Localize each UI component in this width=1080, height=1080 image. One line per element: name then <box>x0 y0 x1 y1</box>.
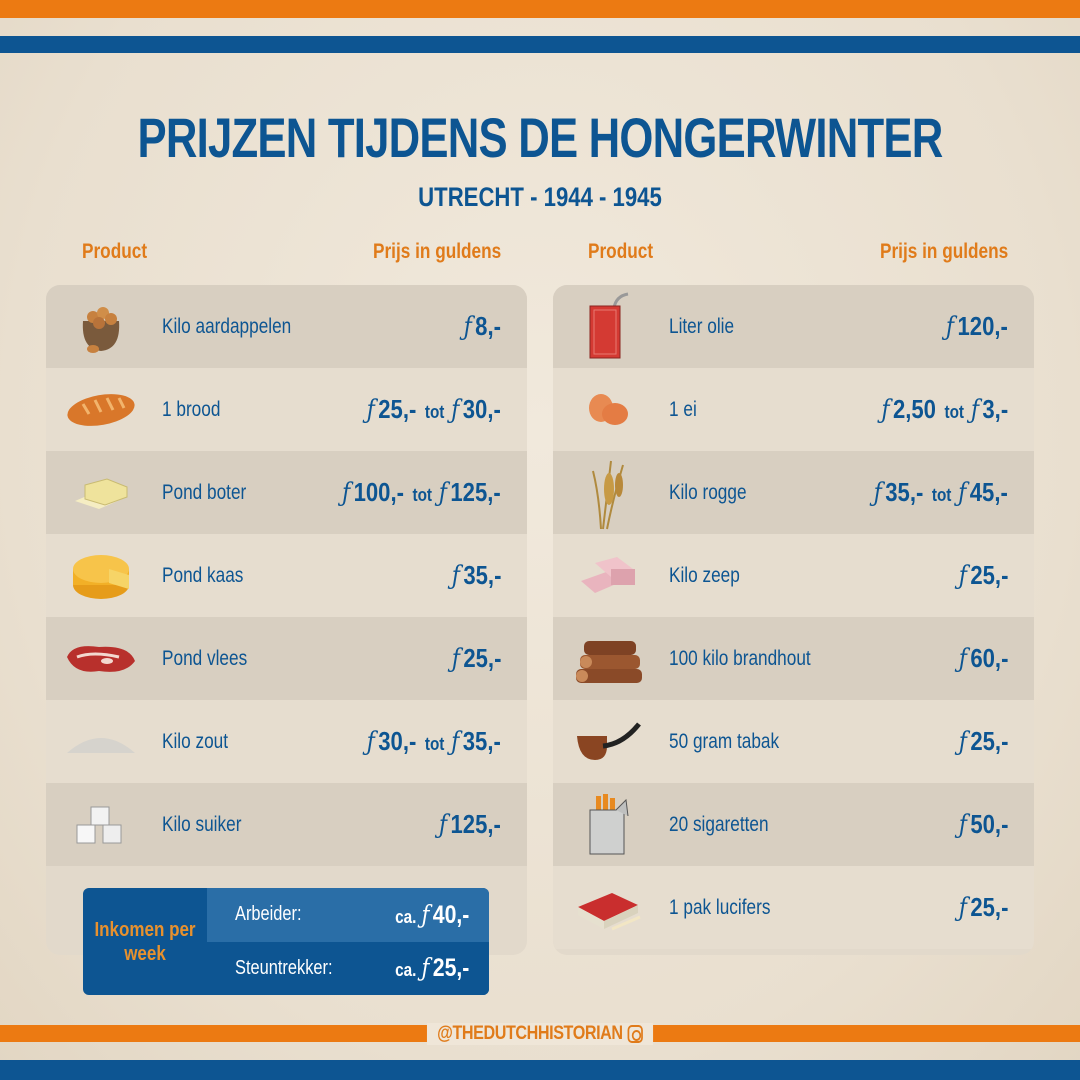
footer: @THEDUTCHHISTORIAN <box>0 1018 1080 1050</box>
product-name: 1 brood <box>162 397 221 421</box>
product-name: Kilo suiker <box>162 812 242 836</box>
soap-icon <box>553 551 663 601</box>
product-price: ƒ 35,- tot ƒ 45,- <box>873 477 1008 508</box>
product-price: ƒ 30,- tot ƒ 35,- <box>366 726 501 757</box>
product-name: 50 gram tabak <box>669 729 780 753</box>
blue-stripe-bottom <box>0 1060 1080 1080</box>
table-row: 20 sigaretten ƒ 50,- <box>553 783 1034 866</box>
table-row: 50 gram tabak ƒ 25,- <box>553 700 1034 783</box>
product-name: Kilo zeep <box>669 563 740 587</box>
product-name: Kilo zout <box>162 729 229 753</box>
product-price: ƒ 25,- <box>451 643 501 674</box>
left-price-header: Prijs in guldens <box>373 240 502 263</box>
page-title: PRIJZEN TIJDENS DE HONGERWINTER <box>137 106 943 169</box>
product-name: 20 sigaretten <box>669 812 769 836</box>
product-price: ƒ 8,- <box>463 311 501 342</box>
product-price: ƒ 25,- <box>958 726 1008 757</box>
income-row-arbeider: Arbeider: ca. ƒ 40,- <box>207 888 489 942</box>
product-price: ƒ 25,- <box>958 892 1008 923</box>
income-name: Arbeider: <box>235 903 302 926</box>
blue-stripe-top <box>0 36 1080 53</box>
potato-sack-icon <box>46 299 156 355</box>
product-price: ƒ 2,50 tot ƒ 3,- <box>881 394 1008 425</box>
cheese-icon <box>46 549 156 603</box>
product-price: ƒ 100,- tot ƒ 125,- <box>342 477 501 508</box>
product-price: ƒ 25,- tot ƒ 30,- <box>366 394 501 425</box>
product-price: ƒ 25,- <box>958 560 1008 591</box>
oil-can-icon <box>553 292 663 362</box>
table-row: 1 brood ƒ 25,- tot ƒ 30,- <box>46 368 527 451</box>
right-price-table: Liter olie ƒ 120,- 1 ei ƒ 2,50 tot ƒ 3,- Kilo rog… <box>553 285 1034 955</box>
salt-icon <box>46 727 156 757</box>
income-name: Steuntrekker: <box>235 956 333 979</box>
table-row: Pond boter ƒ 100,- tot ƒ 125,- <box>46 451 527 534</box>
rye-icon <box>553 455 663 531</box>
eggs-icon <box>553 390 663 430</box>
table-row: Kilo suiker ƒ 125,- <box>46 783 527 866</box>
income-per-week-box: Inkomen per week Arbeider: ca. ƒ 40,- Steu… <box>83 888 489 995</box>
income-label: Inkomen per week <box>94 918 196 965</box>
income-value: ca. ƒ 25,- <box>394 953 469 983</box>
sugar-cubes-icon <box>46 803 156 847</box>
product-price: ƒ 120,- <box>946 311 1008 342</box>
product-name: Liter olie <box>669 314 735 338</box>
right-price-header: Prijs in guldens <box>880 240 1009 263</box>
product-price: ƒ 60,- <box>958 643 1008 674</box>
table-row: Kilo rogge ƒ 35,- tot ƒ 45,- <box>553 451 1034 534</box>
left-price-table: Kilo aardappelen ƒ 8,- 1 brood ƒ 25,- tot ƒ 30,-… <box>46 285 527 955</box>
product-name: 1 ei <box>669 397 697 421</box>
product-price: ƒ 50,- <box>958 809 1008 840</box>
left-product-header: Product <box>82 240 148 263</box>
product-name: Pond boter <box>162 480 247 504</box>
income-row-steuntrekker: Steuntrekker: ca. ƒ 25,- <box>207 941 489 995</box>
product-price: ƒ 125,- <box>439 809 501 840</box>
matches-icon <box>553 883 663 933</box>
page-subtitle: UTRECHT - 1944 - 1945 <box>418 182 662 212</box>
pipe-icon <box>553 720 663 764</box>
bread-icon <box>46 390 156 430</box>
meat-icon <box>46 639 156 679</box>
table-row: Kilo zout ƒ 30,- tot ƒ 35,- <box>46 700 527 783</box>
right-product-header: Product <box>588 240 654 263</box>
table-row: Kilo aardappelen ƒ 8,- <box>46 285 527 368</box>
table-row: Pond kaas ƒ 35,- <box>46 534 527 617</box>
orange-stripe-top <box>0 0 1080 18</box>
table-row: 1 pak lucifers ƒ 25,- <box>553 866 1034 949</box>
product-name: Pond kaas <box>162 563 244 587</box>
butter-icon <box>46 471 156 515</box>
table-row: Liter olie ƒ 120,- <box>553 285 1034 368</box>
table-row: Kilo zeep ƒ 25,- <box>553 534 1034 617</box>
income-value: ca. ƒ 40,- <box>394 899 469 929</box>
table-row: 1 ei ƒ 2,50 tot ƒ 3,- <box>553 368 1034 451</box>
product-name: 100 kilo brandhout <box>669 646 811 670</box>
table-row: 100 kilo brandhout ƒ 60,- <box>553 617 1034 700</box>
table-row: Pond vlees ƒ 25,- <box>46 617 527 700</box>
instagram-icon <box>627 1025 643 1043</box>
firewood-icon <box>553 629 663 689</box>
product-name: 1 pak lucifers <box>669 895 771 919</box>
product-name: Kilo aardappelen <box>162 314 292 338</box>
instagram-handle: @THEDUTCHHISTORIAN <box>426 1023 654 1045</box>
product-price: ƒ 35,- <box>451 560 501 591</box>
cigarettes-icon <box>553 792 663 858</box>
product-name: Pond vlees <box>162 646 248 670</box>
product-name: Kilo rogge <box>669 480 747 504</box>
